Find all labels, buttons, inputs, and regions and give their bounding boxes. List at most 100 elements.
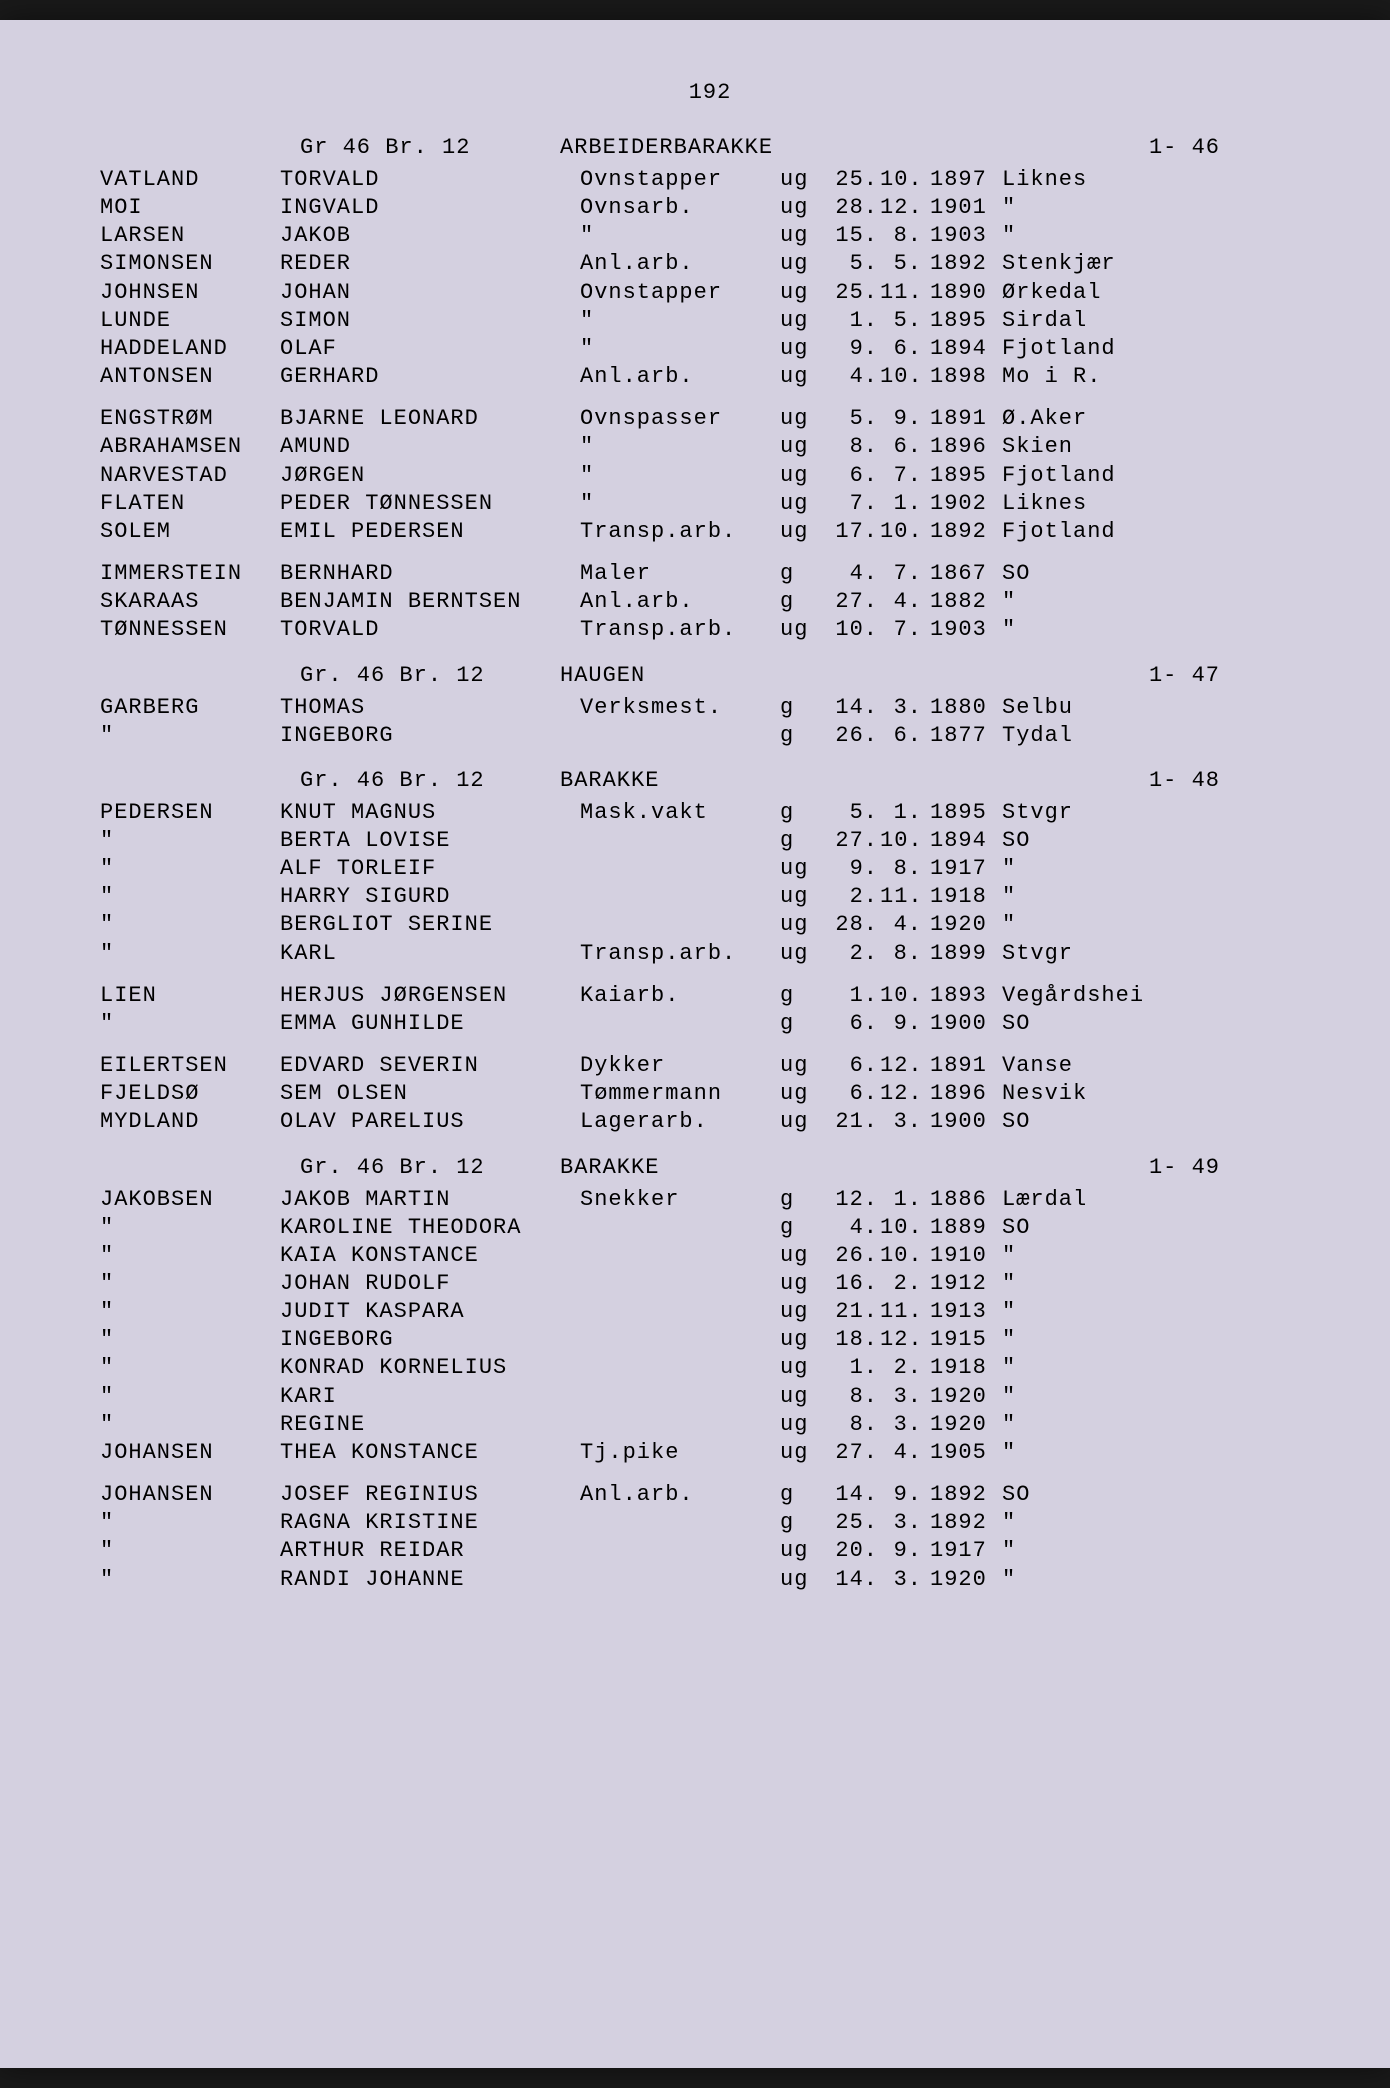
section-gr: Gr 46 Br. 12 [300, 135, 560, 160]
given-name: GERHARD [280, 363, 580, 391]
census-row: SOLEMEMIL PEDERSENTransp.arb.ug17.10.189… [100, 518, 1320, 546]
birth-year: 1918 [924, 883, 1002, 911]
birth-month: 11. [880, 1298, 924, 1326]
birth-day: 21. [824, 1108, 880, 1136]
birth-month: 4. [880, 588, 924, 616]
occupation: Ovnspasser [580, 405, 780, 433]
birth-year: 1900 [924, 1010, 1002, 1038]
surname: " [100, 1383, 280, 1411]
surname: " [100, 1270, 280, 1298]
birth-year: 1896 [924, 433, 1002, 461]
birth-year: 1913 [924, 1298, 1002, 1326]
census-row: FLATENPEDER TØNNESSEN"ug7.1.1902Liknes [100, 490, 1320, 518]
surname: " [100, 1411, 280, 1439]
census-row: IMMERSTEINBERNHARDMalerg4.7.1867SO [100, 560, 1320, 588]
occupation: " [580, 462, 780, 490]
census-row: HADDELANDOLAF"ug9.6.1894Fjotland [100, 335, 1320, 363]
group-separator [100, 968, 1320, 982]
marital-status: ug [780, 518, 824, 546]
birthplace: SO [1002, 827, 1320, 855]
marital-status: g [780, 1481, 824, 1509]
given-name: THOMAS [280, 694, 580, 722]
birthplace: SO [1002, 1214, 1320, 1242]
birth-month: 9. [880, 1010, 924, 1038]
section-ref: 1- 48 [820, 768, 1320, 793]
given-name: KARI [280, 1383, 580, 1411]
birthplace: Vanse [1002, 1052, 1320, 1080]
birth-month: 9. [880, 1537, 924, 1565]
given-name: INGVALD [280, 194, 580, 222]
census-row: VATLANDTORVALDOvnstapperug25.10.1897Likn… [100, 166, 1320, 194]
surname: " [100, 1326, 280, 1354]
birth-year: 1892 [924, 1481, 1002, 1509]
birthplace: Tydal [1002, 722, 1320, 750]
census-row: "KONRAD KORNELIUSug1.2.1918" [100, 1354, 1320, 1382]
given-name: KARL [280, 940, 580, 968]
census-row: FJELDSØSEM OLSENTømmermannug6.12.1896Nes… [100, 1080, 1320, 1108]
occupation [580, 1010, 780, 1038]
surname: JOHNSEN [100, 279, 280, 307]
birth-month: 4. [880, 911, 924, 939]
given-name: JOHAN RUDOLF [280, 1270, 580, 1298]
surname: " [100, 1010, 280, 1038]
birth-day: 1. [824, 982, 880, 1010]
surname: " [100, 911, 280, 939]
surname: " [100, 940, 280, 968]
occupation [580, 1411, 780, 1439]
occupation [580, 827, 780, 855]
marital-status: ug [780, 1108, 824, 1136]
birth-month: 6. [880, 433, 924, 461]
birth-month: 5. [880, 250, 924, 278]
occupation: " [580, 335, 780, 363]
surname: " [100, 1537, 280, 1565]
birthplace: " [1002, 1383, 1320, 1411]
birthplace: Liknes [1002, 490, 1320, 518]
surname: FJELDSØ [100, 1080, 280, 1108]
birth-year: 1920 [924, 1566, 1002, 1594]
birth-year: 1886 [924, 1186, 1002, 1214]
occupation: Transp.arb. [580, 518, 780, 546]
birthplace: Fjotland [1002, 462, 1320, 490]
marital-status: ug [780, 616, 824, 644]
birth-day: 6. [824, 1080, 880, 1108]
birth-year: 1915 [924, 1326, 1002, 1354]
section-location: BARAKKE [560, 1155, 820, 1180]
birth-year: 1901 [924, 194, 1002, 222]
marital-status: g [780, 588, 824, 616]
birth-year: 1903 [924, 222, 1002, 250]
given-name: JAKOB MARTIN [280, 1186, 580, 1214]
occupation [580, 722, 780, 750]
census-row: "KAROLINE THEODORAg4.10.1889SO [100, 1214, 1320, 1242]
surname: LUNDE [100, 307, 280, 335]
birth-year: 1891 [924, 1052, 1002, 1080]
birth-month: 10. [880, 827, 924, 855]
surname: SOLEM [100, 518, 280, 546]
birth-day: 6. [824, 1052, 880, 1080]
birthplace: Stvgr [1002, 799, 1320, 827]
birth-month: 3. [880, 1383, 924, 1411]
occupation: " [580, 307, 780, 335]
birth-day: 26. [824, 722, 880, 750]
surname: JOHANSEN [100, 1481, 280, 1509]
birth-year: 1917 [924, 1537, 1002, 1565]
birth-year: 1899 [924, 940, 1002, 968]
birth-month: 10. [880, 518, 924, 546]
census-row: "JOHAN RUDOLFug16.2.1912" [100, 1270, 1320, 1298]
given-name: KAIA KONSTANCE [280, 1242, 580, 1270]
marital-status: g [780, 1509, 824, 1537]
given-name: OLAF [280, 335, 580, 363]
birthplace: Selbu [1002, 694, 1320, 722]
census-row: SIMONSENREDERAnl.arb.ug5.5.1892Stenkjær [100, 250, 1320, 278]
birthplace: SO [1002, 1108, 1320, 1136]
section-header: Gr. 46 Br. 12HAUGEN1- 47 [100, 663, 1320, 688]
given-name: HARRY SIGURD [280, 883, 580, 911]
birth-day: 9. [824, 855, 880, 883]
birth-day: 4. [824, 560, 880, 588]
surname: LARSEN [100, 222, 280, 250]
birth-month: 3. [880, 1411, 924, 1439]
given-name: RANDI JOHANNE [280, 1566, 580, 1594]
given-name: KNUT MAGNUS [280, 799, 580, 827]
surname: SIMONSEN [100, 250, 280, 278]
marital-status: ug [780, 194, 824, 222]
birthplace: Fjotland [1002, 335, 1320, 363]
